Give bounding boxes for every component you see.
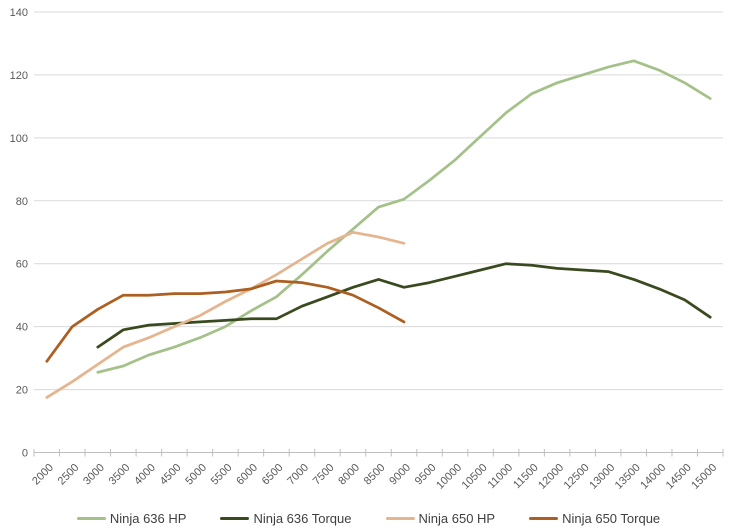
y-axis-label: 60 [16, 259, 28, 271]
series-line-ninja-636-hp [96, 59, 712, 374]
x-axis-label: 11000 [486, 462, 516, 492]
legend-item-ninja-650-torque: Ninja 650 Torque [529, 511, 660, 526]
legend-label: Ninja 636 Torque [253, 510, 352, 526]
series-line-ninja-650-hp [45, 230, 406, 399]
series-line-ninja-650-torque [45, 279, 406, 363]
legend-line-swatch [220, 516, 250, 520]
legend-label: Ninja 636 HP [109, 510, 187, 526]
series-line-ninja-636-torque [96, 262, 712, 349]
x-axis-label: 4000 [132, 462, 158, 488]
x-axis-label: 2500 [56, 462, 82, 488]
x-axis-label: 6000 [234, 462, 260, 488]
legend-item-ninja-636-hp: Ninja 636 HP [76, 510, 187, 526]
x-axis-label: 5500 [209, 462, 235, 488]
legend-line-swatch [76, 516, 106, 520]
x-axis-label: 3000 [81, 462, 107, 488]
x-axis-label: 10500 [460, 462, 490, 492]
legend-label: Ninja 650 HP [418, 510, 496, 526]
x-axis-label: 4500 [158, 462, 184, 488]
x-axis-label: 8500 [362, 462, 388, 488]
x-axis-label: 12500 [562, 462, 592, 492]
legend-label: Ninja 650 Torque [562, 510, 661, 526]
x-axis-label: 8000 [336, 462, 362, 488]
legend-line-swatch [385, 516, 415, 520]
x-axis-label: 15000 [689, 462, 719, 492]
legend-item-ninja-650-hp: Ninja 650 HP [385, 510, 496, 526]
x-axis-label: 14000 [638, 462, 668, 492]
x-axis-label: 13000 [587, 462, 617, 492]
chart-legend: Ninja 636 HP Ninja 636 Torque Ninja 650 HP… [0, 507, 737, 529]
x-axis-label: 14500 [664, 462, 694, 492]
legend-item-ninja-636-torque: Ninja 636 Torque [220, 510, 352, 526]
x-axis-label: 6500 [260, 462, 286, 488]
x-axis-label: 7500 [311, 462, 337, 488]
x-axis-label: 10000 [434, 462, 464, 492]
x-axis-label: 12000 [536, 462, 566, 492]
x-axis-label: 13500 [613, 462, 643, 492]
x-axis-label: 7000 [285, 462, 311, 488]
y-axis-label: 40 [16, 322, 28, 334]
x-axis-label: 9000 [387, 462, 413, 488]
legend-line-swatch [529, 516, 559, 520]
y-axis-label: 80 [16, 196, 28, 208]
y-axis-label: 0 [22, 448, 28, 460]
x-axis-label: 5000 [183, 462, 209, 488]
y-axis-label: 120 [10, 70, 28, 82]
x-axis-label: 3500 [107, 462, 133, 488]
x-axis-label: 2000 [30, 462, 56, 488]
y-axis-label: 100 [10, 133, 28, 145]
y-axis-label: 140 [10, 7, 28, 19]
x-axis-label: 11500 [511, 462, 541, 492]
y-axis-label: 20 [16, 385, 28, 397]
